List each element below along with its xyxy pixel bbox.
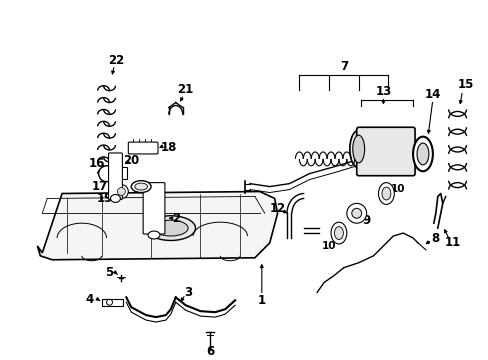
FancyBboxPatch shape (356, 127, 414, 176)
Text: 12: 12 (269, 202, 285, 215)
Text: 3: 3 (184, 286, 192, 299)
Text: 16: 16 (88, 157, 104, 170)
Text: 22: 22 (108, 54, 124, 67)
Ellipse shape (135, 183, 147, 190)
Ellipse shape (352, 135, 364, 163)
Ellipse shape (131, 181, 151, 193)
Ellipse shape (416, 143, 428, 165)
Text: 8: 8 (431, 231, 439, 244)
Circle shape (351, 208, 361, 218)
Ellipse shape (378, 183, 393, 204)
Text: 1: 1 (257, 294, 265, 307)
Circle shape (106, 299, 112, 305)
Circle shape (117, 188, 125, 195)
Polygon shape (37, 192, 277, 260)
Circle shape (99, 166, 114, 182)
Ellipse shape (110, 194, 120, 202)
Text: 11: 11 (444, 237, 460, 249)
Text: 10: 10 (321, 241, 336, 251)
Text: 20: 20 (123, 154, 139, 167)
Text: 14: 14 (424, 88, 440, 101)
Text: 19: 19 (96, 192, 113, 205)
Ellipse shape (349, 130, 367, 168)
Text: 21: 21 (177, 83, 193, 96)
Text: 2: 2 (171, 212, 180, 225)
Text: 6: 6 (206, 345, 214, 358)
FancyBboxPatch shape (108, 153, 122, 199)
Bar (109, 167, 127, 179)
Ellipse shape (330, 222, 346, 244)
Text: 4: 4 (85, 293, 94, 306)
Text: 5: 5 (105, 266, 113, 279)
Circle shape (114, 185, 128, 198)
Circle shape (346, 203, 366, 223)
FancyBboxPatch shape (128, 142, 158, 154)
Text: 9: 9 (362, 214, 370, 227)
FancyBboxPatch shape (143, 183, 164, 234)
Text: 7: 7 (339, 60, 347, 73)
Ellipse shape (381, 187, 390, 200)
Ellipse shape (153, 220, 188, 236)
Ellipse shape (334, 227, 343, 239)
Bar (102, 299, 123, 306)
Ellipse shape (148, 231, 160, 239)
Text: 15: 15 (456, 78, 473, 91)
Ellipse shape (412, 137, 432, 171)
Text: 13: 13 (374, 85, 391, 98)
Ellipse shape (146, 216, 195, 240)
Text: 18: 18 (161, 140, 177, 153)
Text: 17: 17 (91, 180, 107, 193)
Text: 10: 10 (390, 184, 405, 194)
